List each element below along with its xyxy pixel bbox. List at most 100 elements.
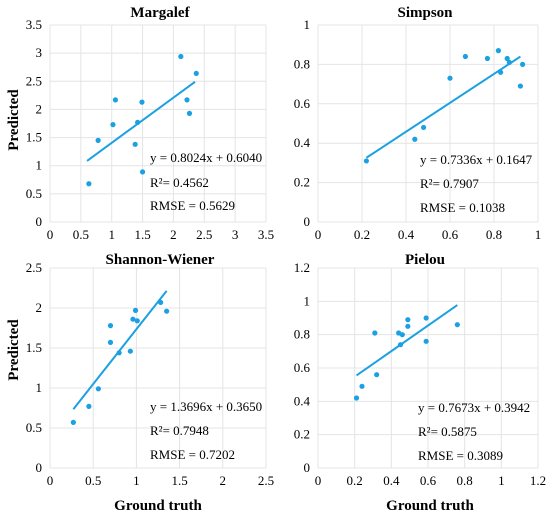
y-axis-label-bottom: Predicted [6, 319, 22, 381]
y-tick-label: 0.6 [294, 360, 311, 375]
x-tick-label: 0.4 [383, 473, 400, 488]
y-tick-label: 0.4 [294, 135, 311, 150]
fit-stat-label: R²= 0.7907 [420, 176, 479, 191]
fit-stat-label: RMSE = 0.5629 [150, 198, 235, 213]
chart-title: Pielou [405, 252, 445, 268]
x-tick-label: 2 [170, 227, 177, 242]
x-tick-label: 3 [232, 227, 239, 242]
fit-stat-label: y = 1.3696x + 0.3650 [150, 399, 262, 414]
fit-stat-label: R²= 0.4562 [150, 175, 209, 190]
fit-stat-label: y = 0.7336x + 0.1647 [420, 152, 533, 167]
data-point [107, 339, 114, 345]
data-point [139, 99, 145, 105]
y-tick-label: 1.5 [26, 340, 42, 355]
y-tick-label: 1.5 [26, 130, 42, 145]
data-point [506, 59, 512, 66]
fit-stat-label: R²= 0.5875 [418, 424, 477, 439]
data-point [107, 323, 114, 329]
data-point [116, 350, 122, 356]
data-point [359, 383, 365, 389]
x-tick-label: 0.5 [85, 473, 101, 488]
data-point [110, 122, 116, 128]
data-point [132, 307, 139, 313]
data-point [423, 338, 429, 344]
x-tick-label: 1.2 [530, 473, 546, 488]
trendline [355, 304, 458, 377]
y-tick-label: 0 [304, 214, 311, 229]
y-tick-label: 1 [304, 17, 311, 32]
x-axis-label-right: Ground truth [386, 498, 474, 514]
data-point [86, 403, 92, 409]
chart-panel-margalef: 0 0.5 1 1.5 2 2.5 3 3.5 0 0.5 1 1.5 2 2.5 3 3.5 Margalef… [26, 5, 274, 242]
y-tick-label: 0.2 [294, 175, 310, 190]
y-tick-label: 0.6 [294, 96, 311, 111]
data-point [517, 83, 524, 89]
chart-panel-shannon-wiener: 0 0.5 1 1.5 2 2.5 0 0.5 1 1.5 2 2.5 Shannon-Wiener y … [26, 252, 274, 488]
trendline [72, 290, 168, 410]
data-point [405, 323, 411, 329]
x-tick-label: 1 [498, 473, 505, 488]
data-point [412, 136, 418, 142]
fit-stat-label: RMSE = 0.7202 [150, 447, 235, 462]
data-point [397, 342, 404, 348]
y-tick-label: 1 [304, 293, 311, 308]
fit-stat-label: y = 0.8024x + 0.6040 [150, 150, 262, 165]
y-tick-label: 3 [36, 45, 43, 60]
data-point [164, 308, 170, 314]
x-tick-label: 2 [220, 473, 227, 488]
y-tick-label: 0.5 [26, 420, 42, 435]
data-point [374, 372, 380, 378]
x-tick-label: 1 [535, 227, 542, 242]
chart-title: Margalef [130, 5, 190, 21]
data-point [184, 97, 190, 103]
data-point [372, 330, 378, 336]
y-tick-label: 0 [36, 460, 43, 475]
data-point [178, 53, 184, 60]
data-point [363, 158, 369, 164]
x-tick-label: 0 [315, 473, 322, 488]
data-point [353, 395, 360, 401]
data-point [421, 124, 427, 131]
chart-title: Shannon-Wiener [106, 252, 215, 268]
data-point [95, 137, 101, 143]
fit-stat-label: y = 0.7673x + 0.3942 [418, 400, 530, 415]
y-tick-label: 0 [304, 460, 311, 475]
x-tick-label: 0 [47, 473, 54, 488]
data-point [399, 332, 405, 338]
data-point [504, 55, 510, 62]
x-axis-label-left: Ground truth [114, 498, 202, 514]
data-point [132, 141, 138, 147]
y-tick-label: 2 [36, 300, 43, 315]
x-tick-label: 0.8 [486, 227, 502, 242]
data-point [520, 61, 526, 67]
y-tick-label: 0.2 [294, 427, 310, 442]
fit-stat-label: R²= 0.7948 [150, 423, 209, 438]
x-tick-label: 2.5 [258, 473, 274, 488]
chart-panel-simpson: 0 0.2 0.4 0.6 0.8 1 0 0.2 0.4 0.6 0.8 1 Simpson y = 0… [294, 5, 542, 242]
y-tick-label: 1.2 [294, 260, 310, 275]
data-point [462, 53, 468, 60]
trendline [365, 55, 521, 159]
x-tick-label: 0 [315, 227, 322, 242]
data-point [130, 316, 136, 322]
fit-stat-label: RMSE = 0.3089 [418, 448, 503, 463]
data-point [86, 181, 92, 187]
y-tick-label: 2.5 [26, 260, 42, 275]
data-point [157, 299, 164, 305]
y-tick-label: 0.5 [26, 186, 42, 201]
chart-title: Simpson [397, 5, 453, 21]
fit-stat-label: RMSE = 0.1038 [420, 200, 505, 215]
data-point [186, 110, 193, 116]
data-point [495, 48, 501, 54]
x-tick-label: 0.6 [420, 473, 437, 488]
y-tick-label: 1 [36, 380, 43, 395]
x-tick-label: 0.5 [73, 227, 89, 242]
y-tick-label: 0.4 [294, 393, 311, 408]
trendline [86, 81, 196, 162]
y-tick-label: 3.5 [26, 17, 42, 32]
x-tick-label: 0.2 [347, 473, 363, 488]
x-tick-label: 1.5 [171, 473, 187, 488]
data-point [454, 322, 460, 328]
data-point [95, 386, 101, 392]
